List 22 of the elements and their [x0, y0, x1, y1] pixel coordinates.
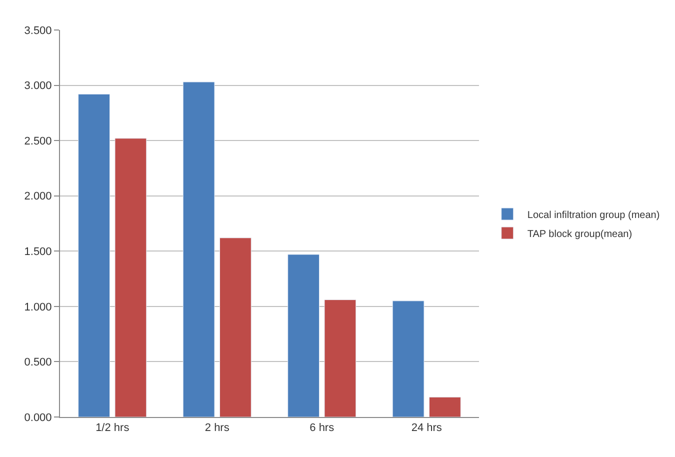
bar	[428, 396, 461, 417]
y-tick-label: 1.000	[24, 301, 52, 314]
y-tick-label: 0.500	[24, 356, 52, 369]
bar	[324, 300, 356, 417]
bar	[392, 300, 424, 417]
bar	[219, 238, 252, 417]
bar	[288, 254, 320, 417]
y-tick-label: 1.500	[24, 246, 52, 258]
x-tick-label: 24 hrs	[411, 422, 442, 434]
x-tick-label: 2 hrs	[204, 422, 230, 434]
legend-label: Local infiltration group (mean)	[527, 210, 660, 221]
bar	[114, 138, 147, 417]
y-tick-label: 2.000	[24, 190, 52, 203]
y-tick-label: 0.000	[24, 412, 52, 424]
y-tick-label: 2.500	[24, 135, 52, 148]
bar	[182, 82, 215, 417]
legend-label: TAP block group(mean)	[527, 228, 632, 240]
x-tick-label: 1/2 hrs	[96, 422, 130, 434]
bar	[78, 94, 110, 417]
y-tick-label: 3.000	[24, 80, 52, 92]
x-tick-label: 6 hrs	[310, 422, 335, 434]
y-tick-label: 3.500	[24, 24, 52, 37]
